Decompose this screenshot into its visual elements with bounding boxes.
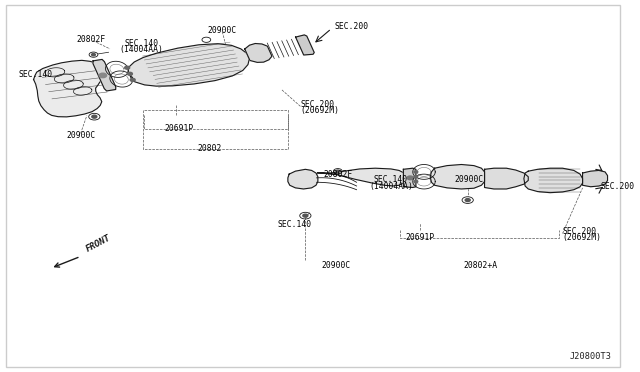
Text: 20802F: 20802F [323,170,353,179]
Polygon shape [582,170,607,187]
Text: 20691P: 20691P [406,233,435,243]
Circle shape [92,115,97,118]
Polygon shape [318,168,405,186]
Polygon shape [524,168,582,193]
Circle shape [303,214,308,217]
Text: SEC.200: SEC.200 [300,100,335,109]
Text: SEC.140: SEC.140 [374,175,408,184]
Polygon shape [288,169,318,189]
Circle shape [336,170,340,172]
Circle shape [127,72,132,75]
Text: SEC.200: SEC.200 [335,22,369,31]
Circle shape [414,180,418,183]
Circle shape [414,171,418,173]
Polygon shape [430,164,484,189]
Text: SEC.140: SEC.140 [277,221,311,230]
Text: SEC.140: SEC.140 [18,70,52,79]
Circle shape [92,54,95,56]
Text: 20802: 20802 [198,144,222,153]
Circle shape [130,78,135,81]
Polygon shape [296,35,314,55]
Polygon shape [128,44,250,86]
Text: SEC.200: SEC.200 [600,182,634,190]
Circle shape [125,66,130,69]
Text: (20692M): (20692M) [563,233,602,243]
Text: 20802F: 20802F [77,35,106,44]
Polygon shape [403,168,416,187]
Text: 20900C: 20900C [454,175,484,184]
Polygon shape [484,168,528,189]
Circle shape [99,73,107,78]
Circle shape [407,176,413,180]
Polygon shape [34,60,104,117]
Text: 20900C: 20900C [208,26,237,35]
Text: SEC.200: SEC.200 [563,227,596,236]
Circle shape [414,176,418,178]
Polygon shape [244,44,272,62]
Text: FRONT: FRONT [85,233,113,253]
Text: 20900C: 20900C [66,131,95,141]
Text: J20800T3: J20800T3 [570,352,611,361]
Text: 20802+A: 20802+A [463,261,497,270]
Text: SEC.140: SEC.140 [124,39,158,48]
Text: 20900C: 20900C [321,261,351,270]
Text: 20691P: 20691P [164,124,193,133]
Text: (14004AA): (14004AA) [119,45,163,54]
Text: (14004AA): (14004AA) [369,182,413,190]
Polygon shape [93,60,116,91]
Circle shape [465,199,470,202]
Text: (20692M): (20692M) [300,106,339,115]
